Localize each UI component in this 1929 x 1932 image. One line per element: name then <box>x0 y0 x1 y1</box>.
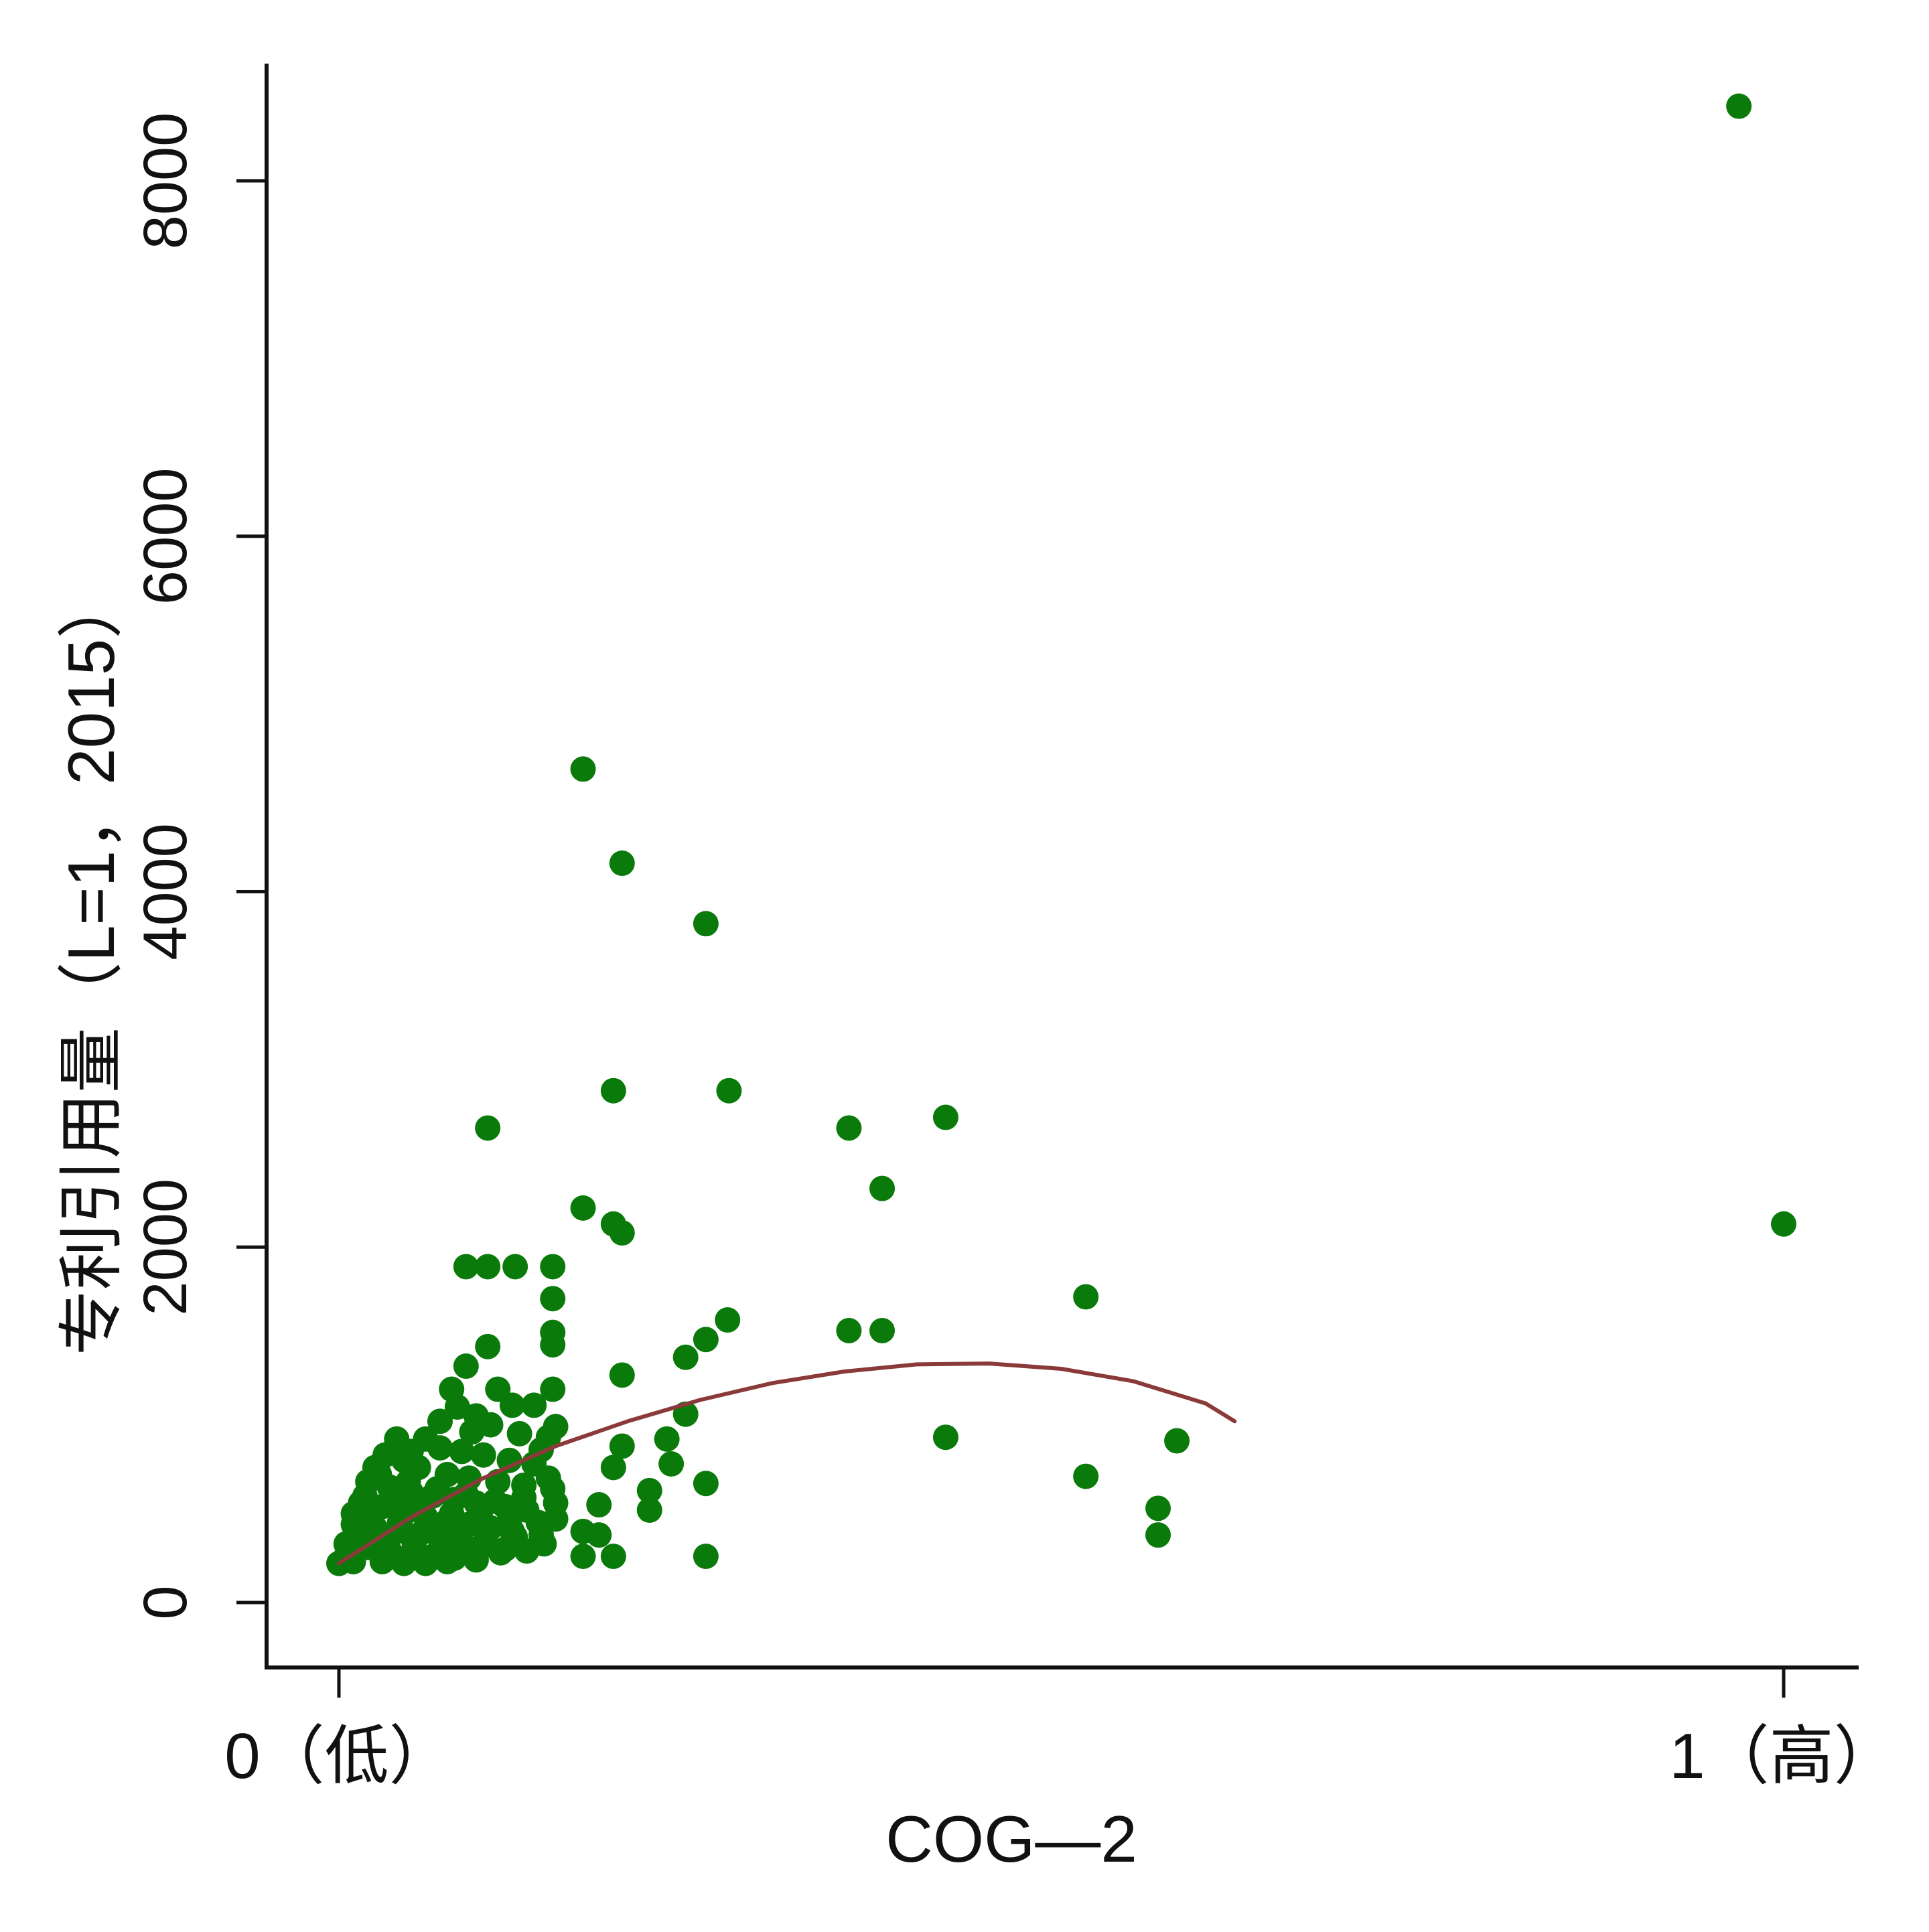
data-point <box>1145 1495 1171 1521</box>
data-point <box>540 1286 566 1312</box>
data-point <box>570 1195 596 1221</box>
data-point <box>570 1544 596 1570</box>
x-axis-title: COG—2 <box>885 1802 1137 1876</box>
data-point <box>540 1332 566 1358</box>
data-point <box>609 1220 635 1246</box>
data-point <box>1164 1428 1190 1454</box>
data-point <box>693 1471 719 1497</box>
data-point <box>333 1544 359 1570</box>
y-axis-title: 专利引用量（L=1，2015） <box>54 573 128 1355</box>
data-point <box>521 1392 547 1418</box>
data-point <box>496 1447 522 1473</box>
data-point <box>1771 1211 1796 1237</box>
data-point <box>511 1485 537 1511</box>
data-point <box>366 1461 392 1487</box>
data-point <box>654 1426 680 1452</box>
data-point <box>502 1524 528 1550</box>
x-tick-label: 0（低） <box>224 1720 453 1792</box>
data-point <box>636 1497 662 1524</box>
data-point <box>609 1362 635 1388</box>
data-points <box>326 93 1796 1576</box>
data-point <box>453 1254 479 1280</box>
data-point <box>453 1353 479 1380</box>
data-point <box>869 1317 896 1343</box>
data-point <box>716 1078 742 1104</box>
data-point <box>427 1435 453 1461</box>
data-point <box>535 1465 561 1491</box>
data-point <box>609 850 635 877</box>
data-point <box>453 1481 479 1507</box>
data-point <box>427 1408 453 1434</box>
data-point <box>600 1455 626 1481</box>
data-point <box>391 1550 417 1576</box>
data-point <box>600 1078 626 1104</box>
data-point <box>424 1476 450 1502</box>
data-point <box>693 911 719 937</box>
data-point <box>1073 1463 1099 1489</box>
data-point <box>372 1442 399 1468</box>
y-tick-label: 8000 <box>131 113 200 250</box>
data-point <box>475 1254 501 1280</box>
data-point <box>1145 1522 1171 1548</box>
y-tick-label: 6000 <box>131 467 200 605</box>
data-point <box>836 1115 862 1141</box>
data-point <box>474 1520 500 1546</box>
data-point <box>413 1550 439 1576</box>
data-point <box>380 1487 407 1513</box>
data-point <box>570 756 596 782</box>
data-point <box>715 1307 741 1333</box>
data-point <box>543 1414 569 1440</box>
data-point <box>531 1531 557 1557</box>
data-point <box>1073 1284 1099 1310</box>
data-point <box>470 1442 496 1468</box>
data-point <box>395 1469 421 1495</box>
data-point <box>540 1254 566 1280</box>
data-point <box>475 1333 501 1359</box>
data-point <box>869 1175 896 1201</box>
y-tick-label: 4000 <box>131 823 200 960</box>
data-point <box>586 1522 612 1548</box>
data-point <box>932 1424 958 1451</box>
data-point <box>693 1327 719 1353</box>
data-point <box>499 1392 525 1418</box>
data-point <box>369 1548 395 1574</box>
data-point <box>636 1477 662 1503</box>
data-point <box>444 1394 470 1420</box>
data-point <box>836 1317 862 1343</box>
data-point <box>600 1544 626 1570</box>
data-point <box>482 1488 508 1514</box>
data-point <box>672 1344 699 1370</box>
data-point <box>449 1438 475 1465</box>
data-point <box>444 1517 470 1543</box>
x-axis-ticks: 0（低） 1（高） <box>224 1667 1898 1792</box>
data-point <box>398 1438 424 1465</box>
data-point <box>506 1420 532 1446</box>
data-point <box>475 1115 501 1141</box>
data-point <box>540 1376 566 1402</box>
data-point <box>543 1506 569 1532</box>
data-point <box>932 1104 958 1130</box>
y-tick-label: 0 <box>131 1585 200 1619</box>
y-axis-ticks: 0 2000 4000 6000 8000 <box>131 113 267 1620</box>
data-point <box>1726 93 1752 119</box>
data-point <box>586 1492 612 1518</box>
data-point <box>459 1419 485 1445</box>
data-point <box>502 1254 528 1280</box>
fit-curve <box>337 1361 1237 1566</box>
data-point <box>340 1501 366 1527</box>
data-point <box>693 1544 719 1570</box>
y-tick-label: 2000 <box>131 1179 200 1316</box>
data-point <box>415 1513 441 1539</box>
data-point <box>609 1433 635 1459</box>
x-tick-label: 1（高） <box>1669 1720 1898 1792</box>
data-point <box>658 1451 685 1477</box>
